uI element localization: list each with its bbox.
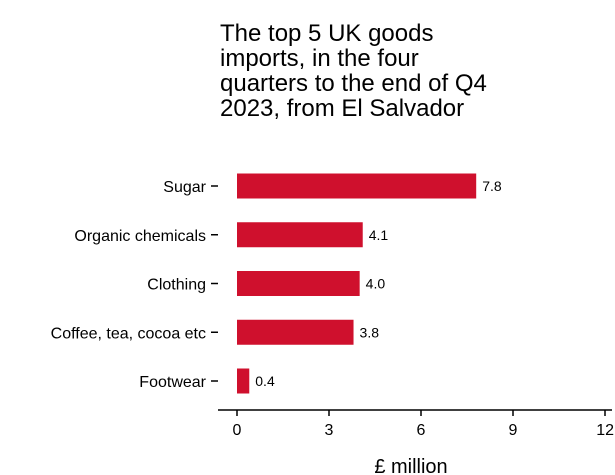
x-axis-title: £ million bbox=[374, 456, 447, 475]
chart-title-line: The top 5 UK goods bbox=[220, 20, 433, 47]
category-label: Organic chemicals bbox=[74, 228, 206, 245]
value-label: 7.8 bbox=[482, 178, 502, 194]
chart-title-line: 2023, from El Salvador bbox=[220, 95, 464, 122]
bars bbox=[237, 173, 477, 394]
category-label: Clothing bbox=[147, 277, 206, 294]
value-label: 3.8 bbox=[360, 324, 380, 340]
x-tick-label: 3 bbox=[325, 422, 334, 439]
value-label: 4.0 bbox=[366, 276, 386, 292]
bar bbox=[237, 319, 354, 345]
x-tick-label: 12 bbox=[596, 422, 614, 439]
bar bbox=[237, 368, 250, 394]
value-labels: 7.8 4.1 4.0 3.8 0.4 bbox=[255, 178, 502, 389]
x-tick-label: 0 bbox=[233, 422, 242, 439]
x-axis: 0 3 6 9 12 bbox=[218, 409, 614, 439]
x-tick-label: 6 bbox=[417, 422, 426, 439]
chart-title-line: quarters to the end of Q4 bbox=[220, 70, 487, 97]
value-label: 0.4 bbox=[255, 373, 275, 389]
category-label: Sugar bbox=[163, 179, 206, 196]
bar bbox=[237, 271, 360, 296]
value-label: 4.1 bbox=[369, 227, 389, 243]
category-labels: Sugar Organic chemicals Clothing Coffee, te… bbox=[51, 179, 218, 391]
chart-title-line: imports, in the four bbox=[220, 45, 419, 72]
x-tick-label: 9 bbox=[509, 422, 518, 439]
bar bbox=[237, 222, 363, 248]
category-label: Footwear bbox=[139, 374, 206, 391]
bar bbox=[237, 173, 477, 199]
category-label: Coffee, tea, cocoa etc bbox=[51, 325, 206, 342]
